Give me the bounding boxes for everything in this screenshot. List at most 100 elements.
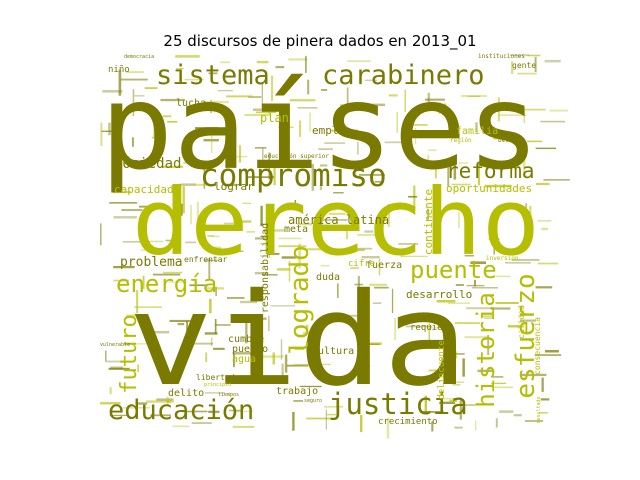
- filler-mark: [268, 315, 270, 332]
- filler-mark: [194, 183, 216, 186]
- filler-mark: [495, 275, 511, 278]
- filler-mark: [471, 287, 498, 289]
- filler-mark: [138, 205, 148, 208]
- filler-mark: [315, 348, 317, 373]
- filler-mark: [211, 337, 213, 346]
- filler-mark: [427, 155, 429, 162]
- filler-mark: [462, 358, 465, 377]
- filler-mark: [520, 373, 547, 377]
- filler-mark: [217, 89, 233, 92]
- filler-mark: [256, 355, 284, 358]
- filler-mark: [464, 255, 474, 257]
- filler-mark: [482, 315, 493, 318]
- filler-mark: [474, 420, 477, 431]
- filler-mark: [536, 182, 550, 186]
- filler-mark: [484, 184, 512, 188]
- chart-title: 25 discursos de pinera dados en 2013_01: [163, 32, 477, 50]
- filler-mark: [347, 248, 365, 251]
- filler-mark: [166, 400, 175, 403]
- filler-mark: [160, 376, 178, 379]
- word-seguro: seguro: [304, 398, 322, 404]
- filler-mark: [488, 238, 500, 240]
- filler-mark: [152, 330, 170, 334]
- filler-mark: [182, 410, 208, 413]
- filler-mark: [470, 261, 486, 264]
- filler-mark: [182, 186, 185, 214]
- word-esfuerzo: esfuerzo: [511, 273, 541, 398]
- filler-mark: [458, 211, 460, 228]
- filler-mark: [306, 417, 332, 420]
- filler-mark: [337, 408, 340, 417]
- filler-mark: [108, 367, 130, 370]
- filler-mark: [256, 60, 269, 64]
- filler-mark: [425, 98, 445, 101]
- filler-mark: [140, 249, 152, 251]
- filler-mark: [354, 365, 371, 367]
- filler-mark: [427, 208, 429, 220]
- filler-mark: [166, 396, 169, 406]
- filler-mark: [460, 95, 487, 97]
- word-delincuente: delincuente: [437, 340, 447, 400]
- filler-mark: [253, 108, 271, 111]
- filler-mark: [178, 355, 180, 373]
- filler-mark: [357, 141, 359, 155]
- filler-mark: [160, 98, 185, 102]
- filler-mark: [191, 422, 212, 424]
- filler-mark: [113, 216, 137, 219]
- filler-mark: [358, 342, 382, 345]
- filler-mark: [513, 414, 522, 417]
- filler-mark: [133, 343, 154, 345]
- filler-mark: [219, 155, 248, 158]
- word-problema: problema: [120, 255, 183, 270]
- filler-mark: [443, 353, 465, 355]
- filler-mark: [122, 407, 150, 409]
- word-empleo: empleo: [312, 124, 352, 137]
- filler-mark: [303, 331, 317, 335]
- filler-mark: [209, 298, 212, 314]
- word-crecimiento: crecimiento: [378, 417, 438, 427]
- filler-mark: [490, 376, 504, 378]
- filler-mark: [454, 322, 481, 324]
- filler-mark: [543, 179, 570, 181]
- filler-mark: [395, 248, 406, 251]
- filler-mark: [447, 302, 470, 304]
- word-beca: beca: [498, 137, 513, 144]
- filler-mark: [473, 279, 476, 287]
- filler-mark: [208, 410, 220, 413]
- word-meta: meta: [284, 224, 308, 235]
- filler-mark: [144, 87, 158, 89]
- filler-mark: [281, 363, 284, 379]
- word-lucha: lucha: [176, 98, 206, 109]
- filler-mark: [136, 290, 139, 313]
- word-pueblo: pueblo: [232, 344, 268, 355]
- filler-mark: [331, 129, 358, 132]
- filler-mark: [436, 300, 456, 303]
- filler-mark: [226, 95, 253, 98]
- filler-mark: [410, 380, 426, 382]
- filler-mark: [142, 275, 145, 289]
- filler-mark: [340, 104, 353, 107]
- filler-mark: [299, 120, 302, 137]
- filler-mark: [148, 240, 164, 243]
- filler-mark: [220, 61, 230, 64]
- filler-mark: [363, 103, 385, 107]
- filler-mark: [349, 247, 373, 250]
- filler-mark: [272, 352, 275, 365]
- filler-mark: [398, 351, 400, 375]
- word-plan: plan: [260, 111, 289, 125]
- filler-mark: [324, 142, 346, 144]
- filler-mark: [180, 203, 183, 216]
- filler-mark: [491, 386, 513, 389]
- filler-mark: [535, 147, 556, 150]
- filler-mark: [113, 156, 130, 159]
- filler-mark: [483, 317, 493, 319]
- filler-mark: [451, 183, 471, 186]
- filler-mark: [294, 347, 305, 350]
- filler-mark: [122, 241, 144, 243]
- filler-mark: [544, 59, 561, 63]
- word-sistema: sistema: [156, 60, 270, 91]
- filler-mark: [540, 120, 566, 123]
- filler-mark: [120, 78, 148, 81]
- filler-mark: [549, 109, 568, 112]
- word-américa-latina: américa latina: [288, 213, 389, 227]
